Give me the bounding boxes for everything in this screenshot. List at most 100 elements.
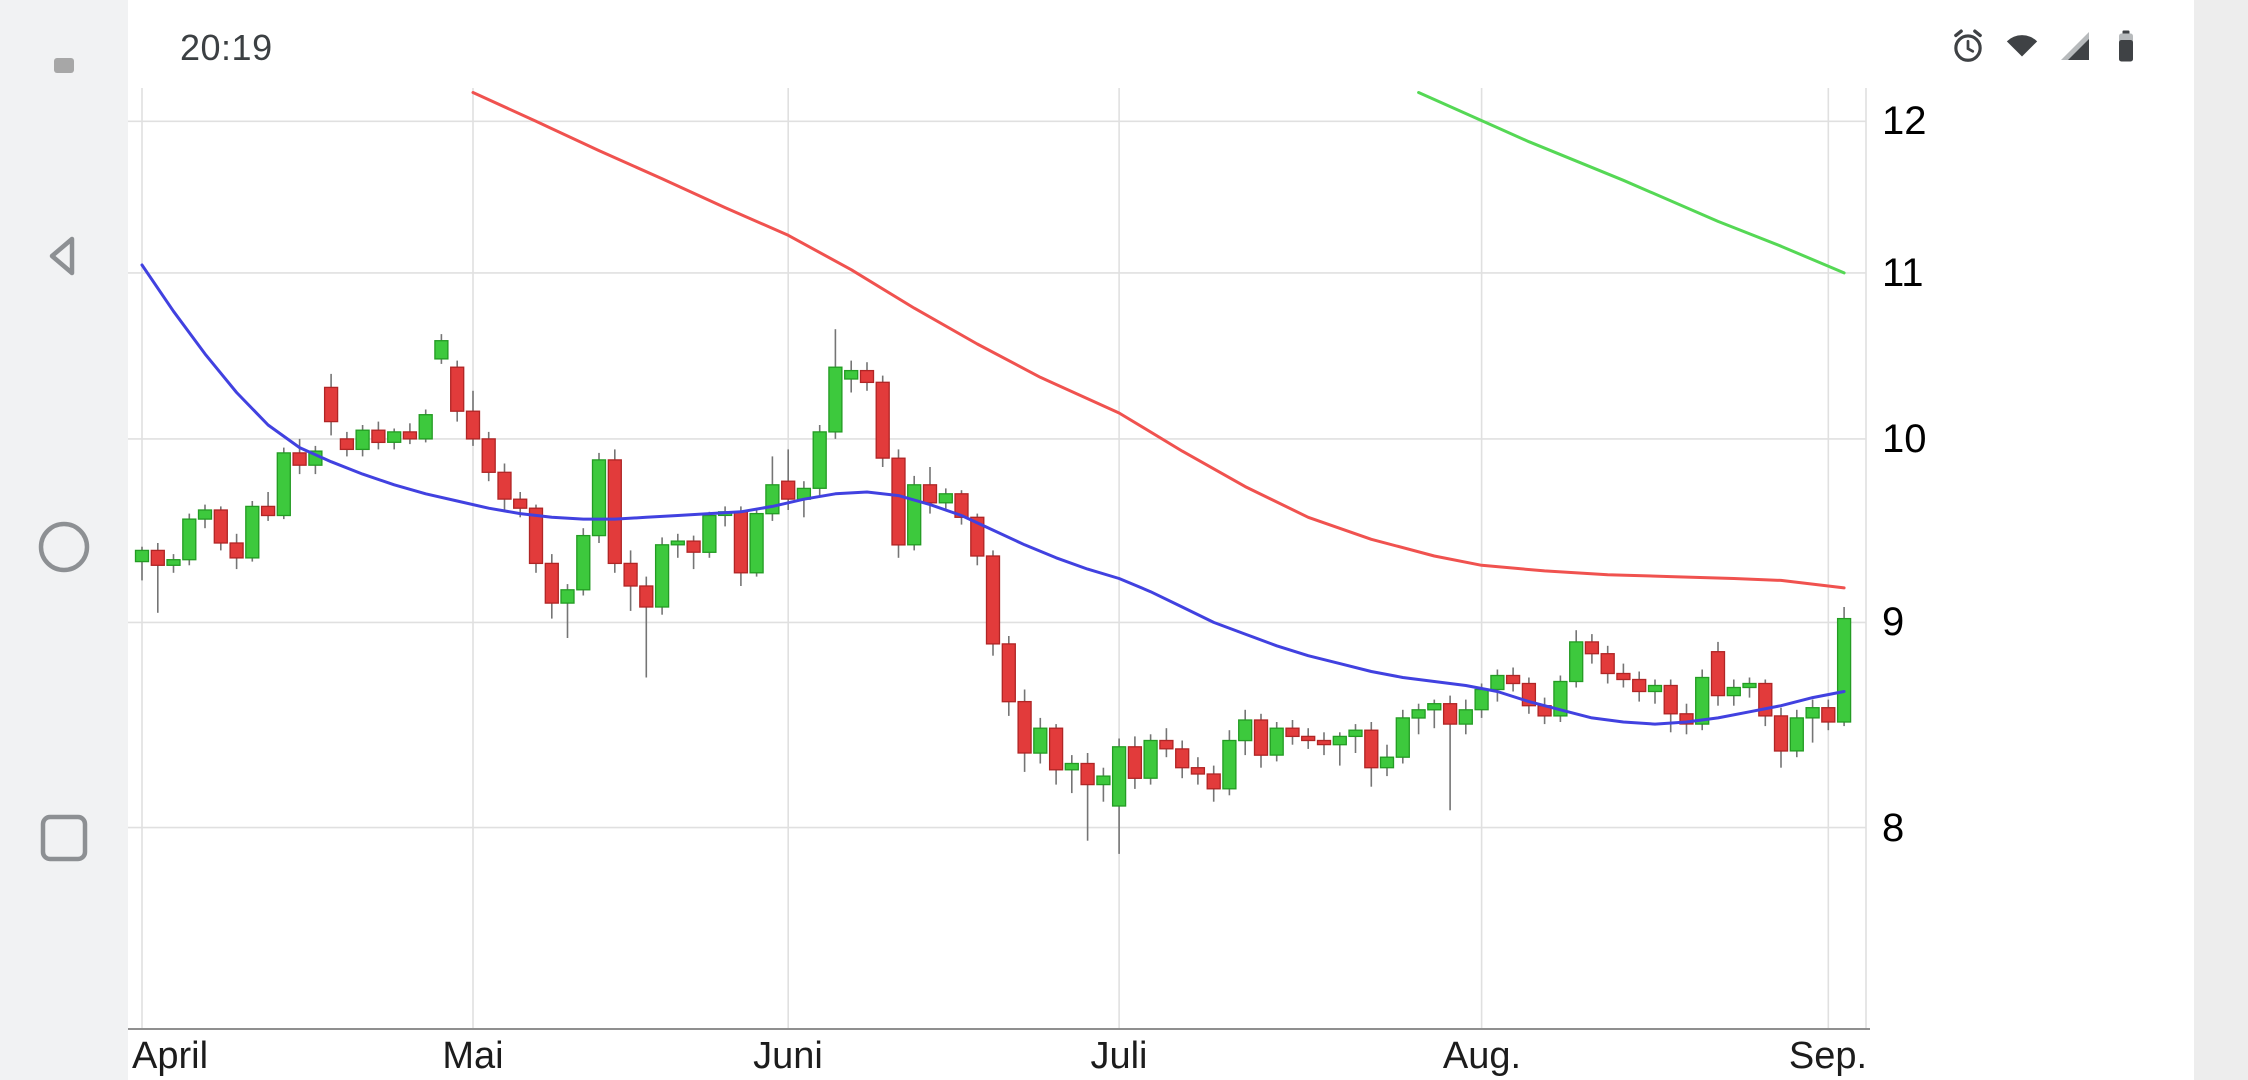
- candle-body: [765, 484, 780, 515]
- candle-body: [260, 505, 276, 517]
- candle-body: [1096, 775, 1111, 786]
- candle-body: [938, 493, 953, 504]
- candle-body: [1773, 715, 1789, 752]
- candle-body: [907, 484, 922, 546]
- candle-body: [560, 589, 575, 604]
- candle-body: [859, 369, 875, 384]
- alarm-icon: [1949, 27, 1987, 70]
- candle-body: [1064, 762, 1079, 771]
- candle-body: [1553, 680, 1568, 717]
- candle-body: [1285, 727, 1300, 738]
- candle-body: [733, 511, 749, 574]
- candle-body: [875, 381, 890, 459]
- candle-body: [1364, 729, 1379, 769]
- status-time: 20:19: [180, 27, 273, 68]
- nav-handle-icon: [54, 58, 74, 73]
- candle-body: [1379, 756, 1395, 769]
- candle-body: [1821, 707, 1836, 723]
- candle-body: [339, 438, 355, 451]
- candle-body: [323, 386, 339, 423]
- back-button[interactable]: [36, 228, 92, 284]
- candle-body: [213, 509, 228, 544]
- candle-body: [1080, 762, 1095, 786]
- y-axis-label: 11: [1882, 251, 1924, 295]
- signal-icon: [2057, 27, 2093, 70]
- battery-icon: [2108, 27, 2144, 70]
- candle-body: [1048, 727, 1064, 771]
- candle-body: [1474, 688, 1489, 711]
- candle-body: [1616, 672, 1631, 681]
- candle-body: [1348, 729, 1363, 738]
- candle-body: [465, 410, 481, 440]
- candle-body: [481, 438, 496, 473]
- candle-body: [1584, 641, 1600, 655]
- candle-body: [1442, 703, 1458, 725]
- candle-body: [1395, 717, 1410, 758]
- candle-body: [1632, 678, 1647, 693]
- candle-body: [182, 518, 197, 561]
- candle-body: [355, 429, 370, 451]
- candle-body: [1742, 682, 1757, 689]
- candle-body: [749, 512, 764, 574]
- home-icon: [38, 521, 90, 573]
- recents-icon: [40, 814, 88, 862]
- ma-short-blue: [140, 263, 1846, 726]
- candle-body: [1679, 713, 1694, 725]
- candle-body: [1222, 739, 1237, 790]
- candle-body: [1663, 684, 1678, 715]
- candle-body: [1190, 767, 1206, 775]
- candle-body: [781, 480, 796, 500]
- y-axis-label: 8: [1882, 806, 1905, 850]
- home-button[interactable]: [36, 519, 92, 575]
- candle-body: [922, 484, 938, 504]
- candle-body: [1490, 674, 1505, 691]
- candle-body: [639, 585, 654, 608]
- candle-body: [276, 452, 291, 517]
- candle-body: [1647, 684, 1663, 693]
- candle-body: [513, 498, 528, 509]
- candle-body: [1127, 746, 1143, 779]
- candle-body: [134, 549, 150, 563]
- candle-body: [670, 540, 685, 546]
- candle-body: [197, 509, 213, 520]
- candle-body: [245, 505, 260, 559]
- candle-body: [576, 534, 591, 591]
- y-axis-label: 9: [1882, 600, 1905, 644]
- candle-body: [1301, 735, 1316, 742]
- candle-body: [292, 452, 307, 466]
- x-axis-label: Mai: [442, 1035, 504, 1077]
- candle-body: [387, 431, 402, 443]
- navigation-bar: [0, 0, 128, 1080]
- candle-body: [1159, 739, 1174, 750]
- candle-body: [1001, 643, 1016, 703]
- candle-body: [1269, 727, 1284, 756]
- candle-body: [702, 514, 717, 553]
- candle-body: [686, 540, 701, 553]
- candle-body: [1411, 709, 1426, 719]
- back-icon: [49, 236, 75, 276]
- wifi-icon: [2002, 27, 2042, 70]
- recents-button[interactable]: [36, 810, 92, 866]
- candle-body: [1033, 727, 1048, 754]
- candle-body: [229, 542, 244, 559]
- candle-body: [1316, 739, 1332, 746]
- candle-body: [828, 366, 843, 433]
- candle-body: [1458, 709, 1473, 725]
- candle-body: [418, 414, 433, 440]
- x-axis-label: Juni: [753, 1035, 823, 1077]
- candle-body: [434, 340, 449, 360]
- x-axis-label: Aug.: [1442, 1035, 1522, 1077]
- candle-body: [402, 431, 418, 440]
- ma-long-red: [471, 91, 1846, 590]
- candle-body: [166, 559, 181, 566]
- x-axis-label: Juli: [1090, 1035, 1148, 1077]
- candle-body: [450, 366, 465, 412]
- y-axis-label: 12: [1882, 99, 1927, 143]
- candle-body: [1805, 707, 1820, 719]
- candle-body: [812, 431, 827, 489]
- candle-body: [591, 459, 607, 537]
- candle-body: [528, 507, 544, 565]
